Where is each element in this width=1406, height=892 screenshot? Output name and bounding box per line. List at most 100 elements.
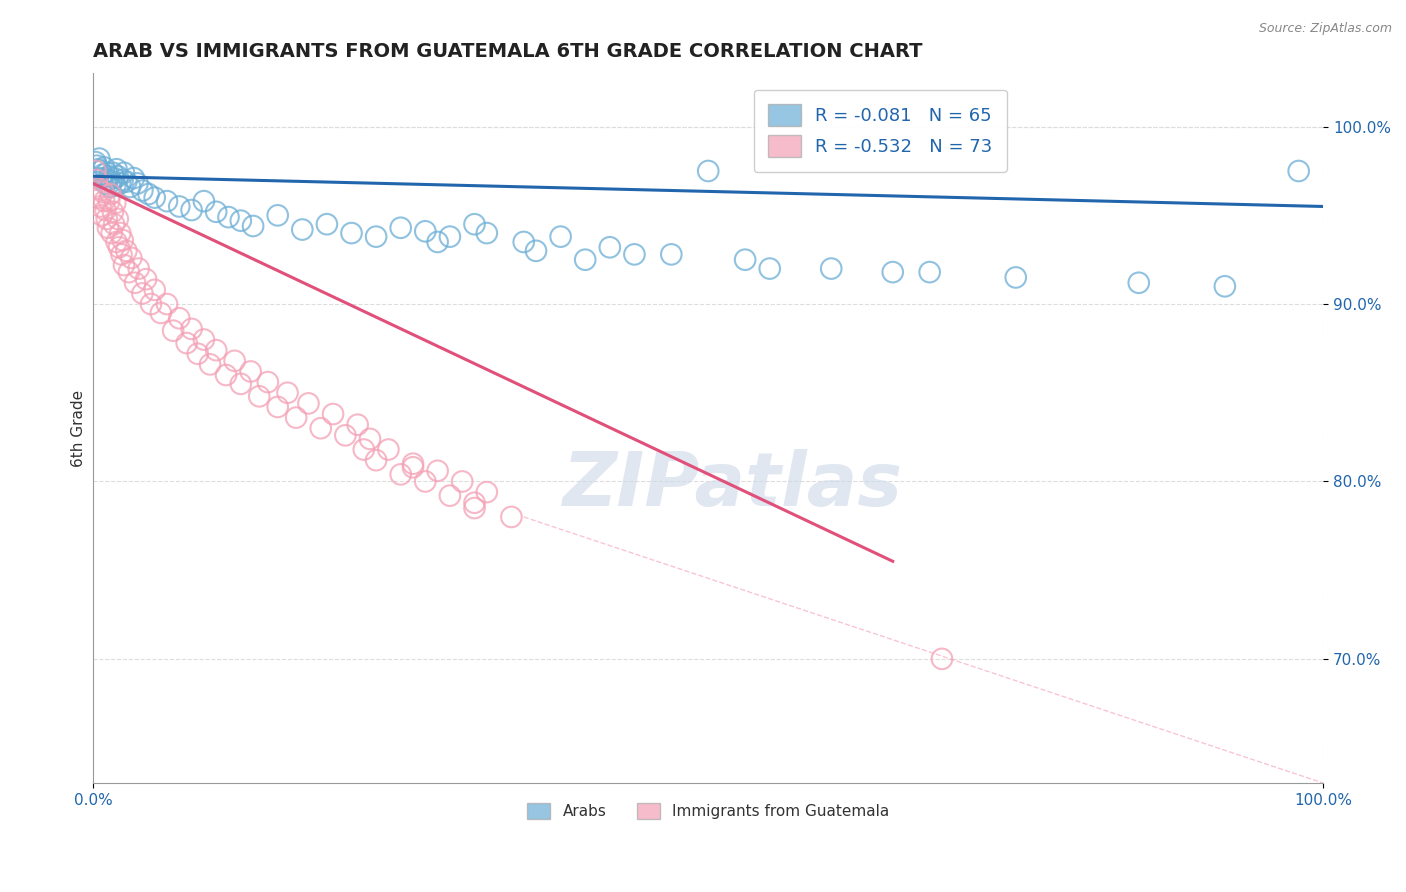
Point (100, 180, 122, 194)
Point (316, 217, 339, 231)
Point (413, 475, 436, 489)
Point (112, 166, 135, 180)
Point (103, 217, 125, 231)
Point (120, 180, 142, 194)
Point (267, 400, 290, 414)
Point (1128, 276, 1150, 290)
Point (366, 453, 388, 467)
Point (215, 368, 238, 382)
Point (297, 396, 319, 410)
Point (475, 226, 498, 240)
Point (120, 251, 142, 265)
Point (143, 283, 166, 297)
Point (463, 496, 485, 510)
Point (87, 182, 110, 196)
Point (131, 184, 153, 198)
Point (149, 306, 172, 320)
Point (108, 240, 131, 254)
Point (96, 166, 118, 180)
Point (524, 244, 547, 258)
Legend: Arabs, Immigrants from Guatemala: Arabs, Immigrants from Guatemala (522, 797, 896, 825)
Point (413, 224, 436, 238)
Point (112, 258, 135, 272)
Point (93, 194, 115, 209)
Point (86, 159, 108, 173)
Point (229, 376, 252, 391)
Text: ARAB VS IMMIGRANTS FROM GUATEMALA 6TH GRADE CORRELATION CHART: ARAB VS IMMIGRANTS FROM GUATEMALA 6TH GR… (93, 42, 922, 61)
Point (882, 265, 904, 279)
Point (322, 407, 344, 421)
Point (98, 194, 121, 209)
Point (599, 240, 621, 254)
Point (110, 177, 132, 191)
Point (118, 265, 141, 279)
Point (91, 186, 114, 200)
Point (128, 261, 150, 276)
Point (439, 489, 461, 503)
Point (402, 460, 425, 475)
Point (229, 213, 252, 227)
Point (98, 169, 121, 184)
Point (309, 421, 332, 435)
Point (257, 375, 280, 389)
Point (138, 187, 160, 202)
Point (291, 222, 314, 236)
Point (463, 217, 485, 231)
Point (127, 177, 149, 191)
Point (105, 235, 128, 249)
Point (139, 297, 162, 311)
Point (389, 220, 412, 235)
Point (91, 168, 114, 182)
Point (247, 389, 270, 403)
Point (550, 229, 572, 244)
Point (97, 220, 120, 235)
Point (107, 211, 129, 226)
Point (239, 364, 262, 378)
Point (346, 417, 368, 432)
Point (104, 196, 127, 211)
Point (115, 175, 138, 189)
Point (193, 194, 215, 209)
Point (90, 164, 112, 178)
Point (89, 191, 111, 205)
Point (110, 226, 132, 240)
Point (205, 204, 228, 219)
Point (463, 501, 485, 516)
Point (94, 202, 117, 217)
Point (340, 226, 363, 240)
Point (426, 464, 449, 478)
Point (501, 510, 523, 524)
Point (267, 208, 290, 222)
Point (758, 261, 780, 276)
Point (156, 194, 179, 209)
Point (90, 171, 112, 186)
Point (198, 357, 221, 371)
Y-axis label: 6th Grade: 6th Grade (72, 390, 86, 467)
Point (187, 347, 209, 361)
Point (84, 155, 107, 169)
Point (86, 173, 108, 187)
Point (104, 178, 127, 193)
Point (193, 333, 215, 347)
Point (135, 272, 157, 286)
Point (205, 343, 228, 358)
Point (169, 199, 191, 213)
Point (107, 169, 129, 184)
Point (115, 244, 138, 258)
Text: Source: ZipAtlas.com: Source: ZipAtlas.com (1258, 22, 1392, 36)
Point (734, 252, 756, 267)
Point (402, 457, 425, 471)
Point (97, 173, 120, 187)
Point (169, 311, 191, 326)
Point (242, 219, 264, 233)
Point (1004, 270, 1026, 285)
Point (512, 235, 534, 249)
Point (101, 166, 124, 180)
Point (1213, 279, 1236, 293)
Point (124, 276, 146, 290)
Point (176, 336, 198, 351)
Point (90, 199, 112, 213)
Point (96, 211, 118, 226)
Point (111, 173, 134, 187)
Point (659, 247, 682, 261)
